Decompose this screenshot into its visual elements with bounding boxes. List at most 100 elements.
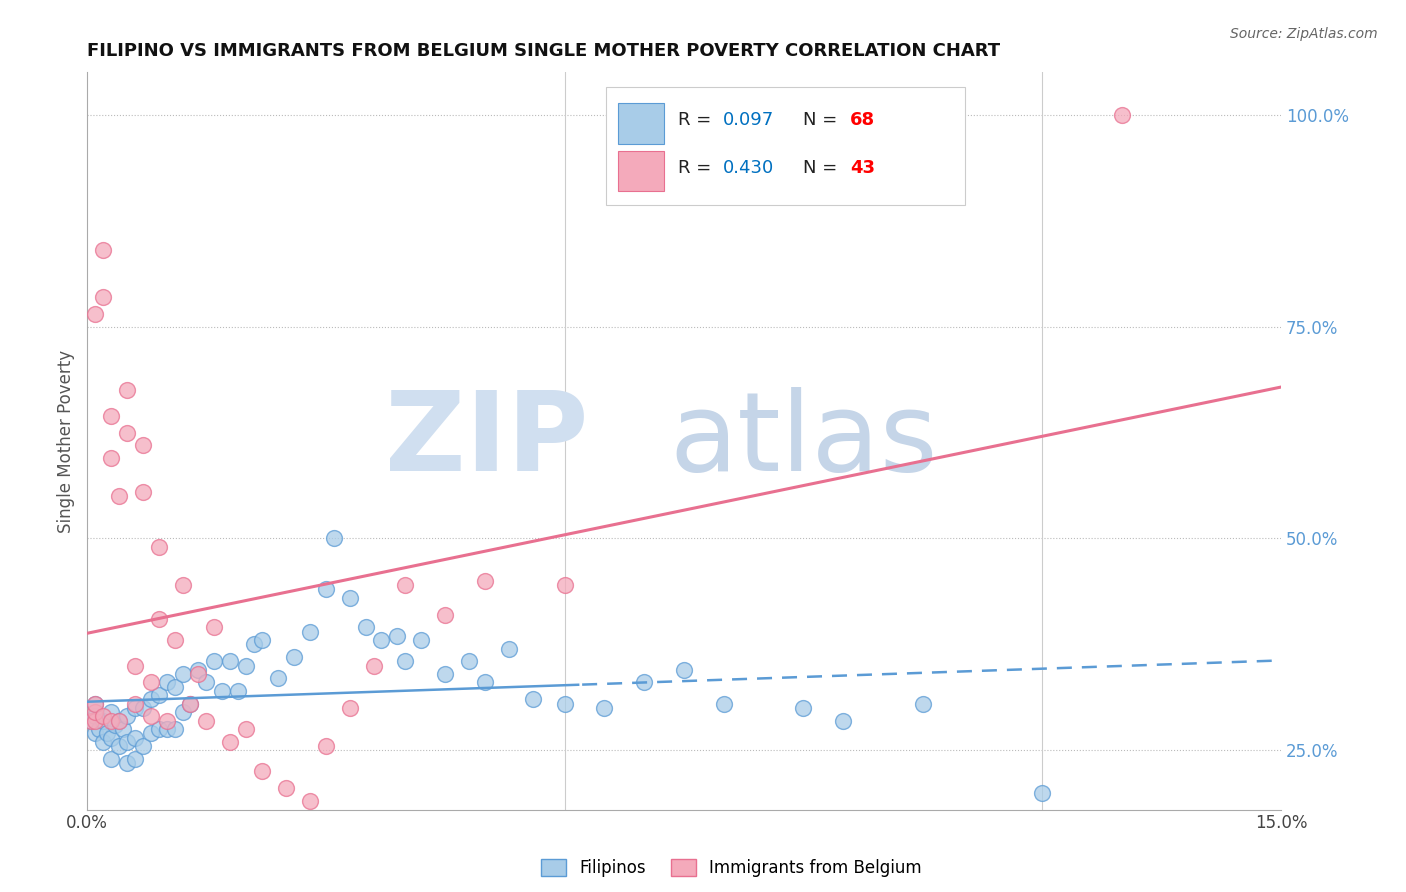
Point [315, 582, 337, 597]
Point [100, 705, 122, 719]
Point [131, 739, 153, 753]
Point [163, 722, 186, 736]
Point [115, 709, 138, 723]
Point [80, 714, 103, 728]
Point [633, 675, 655, 690]
Point [474, 574, 496, 588]
Point [179, 697, 201, 711]
Point [434, 607, 457, 622]
Bar [619, 151, 664, 192]
Point [131, 484, 153, 499]
Point [139, 709, 162, 723]
Point [322, 532, 344, 546]
Point [80, 714, 103, 728]
Point [1111, 108, 1133, 122]
Point [155, 714, 177, 728]
Point [211, 684, 233, 698]
Point [148, 612, 170, 626]
Bar [619, 103, 664, 144]
Point [108, 489, 131, 503]
Point [713, 697, 735, 711]
Point [104, 718, 127, 732]
Point [298, 794, 321, 808]
Point [163, 633, 186, 648]
Point [274, 781, 297, 796]
Point [91, 714, 114, 728]
Point [387, 629, 409, 643]
Point [250, 764, 273, 779]
Point [108, 714, 131, 728]
Point [219, 735, 242, 749]
Point [370, 633, 392, 648]
Point [84, 726, 107, 740]
Point [832, 714, 855, 728]
Point [283, 650, 305, 665]
Point [148, 540, 170, 554]
Text: N =: N = [803, 160, 844, 178]
Point [339, 591, 361, 605]
Point [115, 383, 138, 397]
Legend: Filipinos, Immigrants from Belgium: Filipinos, Immigrants from Belgium [534, 852, 928, 884]
Point [498, 641, 520, 656]
Point [792, 701, 814, 715]
Point [235, 658, 257, 673]
Point [411, 633, 433, 648]
Text: ZIP: ZIP [385, 387, 589, 494]
Point [911, 697, 934, 711]
Point [139, 726, 162, 740]
Point [115, 425, 138, 440]
Text: N =: N = [803, 112, 844, 129]
Point [124, 658, 146, 673]
Point [1031, 786, 1053, 800]
Point [187, 667, 209, 681]
Point [195, 675, 218, 690]
Text: atlas: atlas [669, 387, 938, 494]
Point [91, 709, 114, 723]
Point [187, 663, 209, 677]
Point [100, 731, 122, 745]
Point [115, 735, 138, 749]
Point [363, 658, 385, 673]
Point [202, 620, 225, 634]
Text: 68: 68 [851, 112, 875, 129]
Point [87, 722, 110, 736]
Point [172, 705, 194, 719]
Text: 43: 43 [851, 160, 875, 178]
Point [100, 714, 122, 728]
Point [155, 675, 177, 690]
Point [84, 714, 107, 728]
Point [458, 654, 481, 668]
Point [315, 739, 337, 753]
Point [84, 307, 107, 321]
Point [96, 726, 118, 740]
Text: Source: ZipAtlas.com: Source: ZipAtlas.com [1230, 27, 1378, 41]
Point [179, 697, 201, 711]
Point [219, 654, 242, 668]
Point [91, 244, 114, 258]
Point [124, 752, 146, 766]
Text: R =: R = [678, 112, 717, 129]
Point [84, 697, 107, 711]
Point [115, 756, 138, 770]
Point [100, 409, 122, 423]
Point [474, 675, 496, 690]
Point [522, 692, 544, 706]
Point [139, 692, 162, 706]
Point [111, 722, 134, 736]
Point [84, 697, 107, 711]
Point [124, 697, 146, 711]
Point [172, 667, 194, 681]
Point [172, 578, 194, 592]
Point [100, 450, 122, 465]
Point [139, 675, 162, 690]
Point [124, 701, 146, 715]
Point [339, 701, 361, 715]
Point [434, 667, 457, 681]
Text: 0.097: 0.097 [723, 112, 775, 129]
Point [554, 578, 576, 592]
Point [195, 714, 218, 728]
Point [108, 739, 131, 753]
Point [84, 709, 107, 723]
Point [131, 438, 153, 452]
Text: R =: R = [678, 160, 717, 178]
